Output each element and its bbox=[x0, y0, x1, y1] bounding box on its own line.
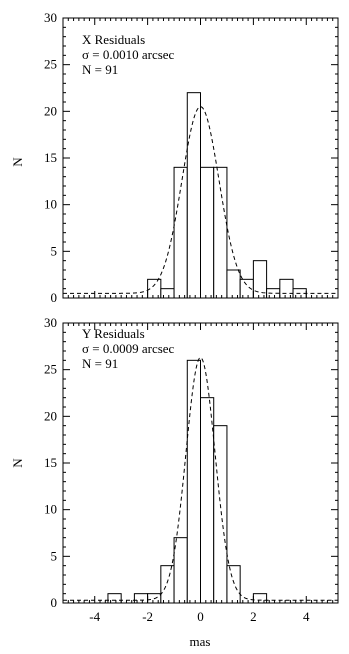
y-residuals-x-tick-label: 2 bbox=[250, 609, 257, 624]
y-residuals-y-tick-labels: 0 5 10 15 20 25 30 bbox=[44, 315, 57, 610]
x-residuals-y-tick-label: 15 bbox=[44, 150, 57, 165]
y-residuals-count: N = 91 bbox=[82, 356, 118, 371]
y-residuals-x-axis-label: mas bbox=[190, 634, 211, 649]
y-residuals-y-tick-label: 10 bbox=[44, 502, 57, 517]
y-residuals-x-tick-labels: -4 -2 0 2 4 bbox=[89, 609, 310, 624]
x-residuals-bar bbox=[226, 269, 241, 299]
y-residuals-title: Y Residuals bbox=[82, 326, 145, 341]
y-residuals-y-axis-label: N bbox=[10, 458, 25, 468]
x-residuals-y-tick-label: 0 bbox=[51, 290, 58, 305]
x-residuals-bar bbox=[173, 166, 188, 299]
x-residuals-panel: 0 5 10 15 20 25 30 N X Residuals σ = 0.0010 ar… bbox=[10, 10, 339, 305]
x-residuals-sigma: σ = 0.0010 arcsec bbox=[82, 47, 175, 62]
x-residuals-y-axis-label: N bbox=[10, 157, 25, 167]
y-residuals-y-tick-label: 15 bbox=[44, 455, 57, 470]
x-residuals-bar bbox=[160, 288, 175, 299]
y-residuals-bar bbox=[107, 593, 122, 604]
y-residuals-y-tick-label: 5 bbox=[51, 548, 58, 563]
y-residuals-bar bbox=[252, 593, 268, 604]
y-residuals-y-tick-label: 30 bbox=[44, 315, 57, 330]
x-residuals-y-tick-label: 30 bbox=[44, 10, 57, 25]
y-residuals-bar bbox=[173, 537, 188, 604]
y-residuals-x-tick-label: 4 bbox=[303, 609, 310, 624]
y-residuals-y-tick-label: 0 bbox=[51, 595, 58, 610]
x-residuals-bars bbox=[147, 92, 307, 299]
y-residuals-bar bbox=[160, 565, 175, 604]
y-residuals-y-tick-label: 20 bbox=[44, 408, 57, 423]
y-residuals-sigma: σ = 0.0009 arcsec bbox=[82, 341, 175, 356]
x-residuals-ticks bbox=[63, 17, 338, 299]
y-residuals-bar bbox=[200, 397, 215, 604]
y-residuals-x-tick-label: 0 bbox=[197, 609, 204, 624]
y-residuals-gaussian-fit bbox=[63, 356, 338, 601]
y-residuals-x-tick-label: -2 bbox=[142, 609, 153, 624]
x-residuals-y-tick-label: 5 bbox=[51, 243, 58, 258]
x-residuals-y-tick-label: 20 bbox=[44, 103, 57, 118]
x-residuals-y-tick-label: 25 bbox=[44, 57, 57, 72]
x-residuals-y-tick-label: 10 bbox=[44, 197, 57, 212]
x-residuals-count: N = 91 bbox=[82, 62, 118, 77]
y-residuals-ticks bbox=[63, 322, 338, 604]
x-residuals-y-tick-labels: 0 5 10 15 20 25 30 bbox=[44, 10, 57, 305]
x-residuals-bar bbox=[200, 166, 215, 299]
x-residuals-bar bbox=[252, 260, 268, 299]
x-residuals-bar bbox=[279, 278, 294, 299]
x-residuals-bar bbox=[213, 166, 228, 299]
y-residuals-bar bbox=[213, 425, 228, 604]
y-residuals-y-tick-label: 25 bbox=[44, 362, 57, 377]
y-residuals-panel: 0 5 10 15 20 25 30 -4 -2 0 2 4 N mas Y Residuals σ… bbox=[10, 315, 339, 649]
x-residuals-gaussian-fit bbox=[63, 106, 338, 294]
y-residuals-bars bbox=[107, 359, 268, 604]
y-residuals-bar bbox=[226, 565, 241, 604]
y-residuals-x-tick-label: -4 bbox=[89, 609, 100, 624]
y-residuals-bar bbox=[186, 359, 201, 604]
x-residuals-bar bbox=[186, 92, 201, 299]
y-residuals-bar bbox=[133, 593, 149, 604]
x-residuals-title: X Residuals bbox=[82, 32, 145, 47]
